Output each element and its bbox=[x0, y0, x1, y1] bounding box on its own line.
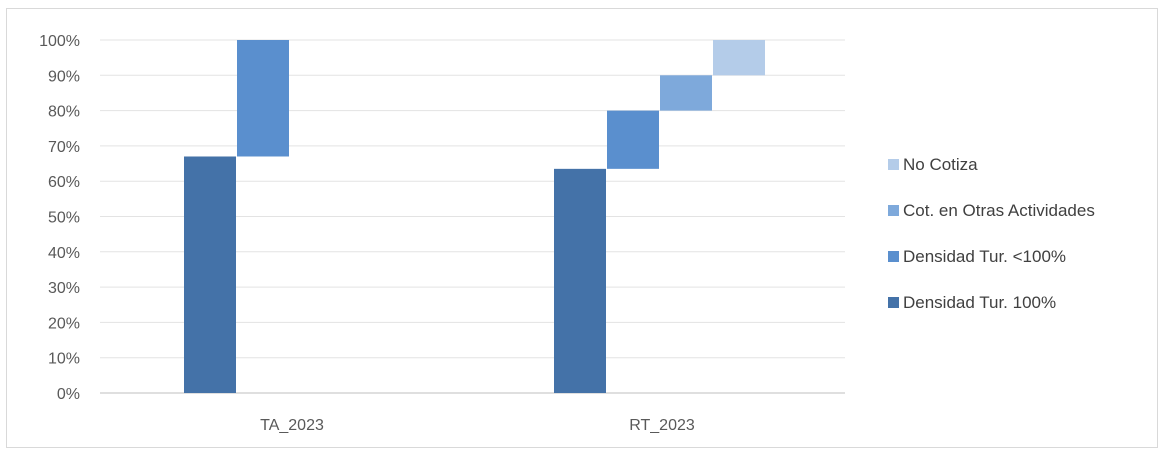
y-tick-label: 70% bbox=[48, 139, 80, 156]
bar-TA_2023-densidad-tur-100- bbox=[237, 40, 289, 157]
bar-TA_2023-densidad-tur-100- bbox=[184, 156, 236, 393]
y-tick-label: 40% bbox=[48, 245, 80, 262]
legend-label: No Cotiza bbox=[903, 155, 978, 174]
y-tick-label: 100% bbox=[39, 33, 80, 50]
legend-swatch bbox=[888, 251, 899, 262]
legend-swatch bbox=[888, 297, 899, 308]
y-tick-label: 30% bbox=[48, 280, 80, 297]
y-tick-label: 60% bbox=[48, 174, 80, 191]
x-category-label: RT_2023 bbox=[629, 417, 695, 434]
y-tick-label: 20% bbox=[48, 315, 80, 332]
legend-swatch bbox=[888, 205, 899, 216]
y-tick-label: 50% bbox=[48, 210, 80, 227]
y-tick-label: 10% bbox=[48, 351, 80, 368]
legend-label: Densidad Tur. 100% bbox=[903, 293, 1056, 312]
bar-RT_2023-cot-en-otras-actividades bbox=[660, 75, 712, 111]
legend-label: Cot. en Otras Actividades bbox=[903, 201, 1095, 220]
x-axis: TA_2023 RT_2023 bbox=[260, 417, 695, 434]
y-axis-tick-labels: 0% 10% 20% 30% 40% 50% 60% 70% 80% 90% 100% bbox=[39, 33, 80, 403]
y-tick-label: 0% bbox=[57, 386, 80, 403]
x-category-label: TA_2023 bbox=[260, 417, 324, 434]
y-tick-label: 80% bbox=[48, 104, 80, 121]
y-tick-label: 90% bbox=[48, 68, 80, 85]
legend-swatch bbox=[888, 159, 899, 170]
bar-RT_2023-densidad-tur-100- bbox=[554, 168, 606, 393]
legend: No Cotiza Cot. en Otras Actividades Densid… bbox=[888, 155, 1095, 312]
legend-label: Densidad Tur. <100% bbox=[903, 247, 1066, 266]
bars bbox=[184, 40, 765, 393]
bar-RT_2023-densidad-tur-100- bbox=[607, 110, 659, 169]
bar-RT_2023-no-cotiza bbox=[713, 40, 765, 76]
